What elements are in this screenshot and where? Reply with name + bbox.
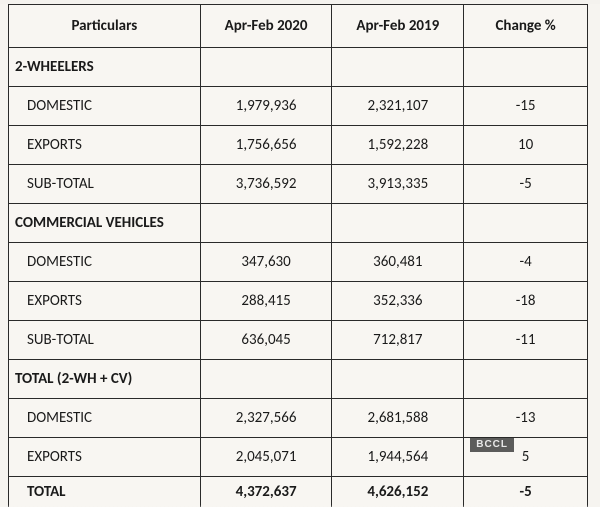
cell: 1,944,564: [332, 438, 464, 477]
cell: 1,979,936: [200, 87, 332, 126]
table-row: DOMESTIC 2,327,566 2,681,588 -13: [9, 399, 588, 438]
cell: 712,817: [332, 321, 464, 360]
cell: 360,481: [332, 243, 464, 282]
header-row: Particulars Apr-Feb 2020 Apr-Feb 2019 Ch…: [9, 5, 588, 48]
cell: 4,372,637: [200, 477, 332, 507]
cell: 288,415: [200, 282, 332, 321]
cell: 2,327,566: [200, 399, 332, 438]
table-row: DOMESTIC 1,979,936 2,321,107 -15: [9, 87, 588, 126]
table-row: EXPORTS 288,415 352,336 -18: [9, 282, 588, 321]
cell: -15: [464, 87, 588, 126]
watermark-bccl: BCCL: [470, 437, 514, 452]
section-title: TOTAL (2-WH + CV): [9, 360, 201, 399]
cell: -4: [464, 243, 588, 282]
col-apr-feb-2020: Apr-Feb 2020: [200, 5, 332, 48]
col-apr-feb-2019: Apr-Feb 2019: [332, 5, 464, 48]
cell: -18: [464, 282, 588, 321]
row-label: EXPORTS: [9, 126, 201, 165]
cell: 2,045,071: [200, 438, 332, 477]
section-total: TOTAL (2-WH + CV): [9, 360, 588, 399]
sales-table: Particulars Apr-Feb 2020 Apr-Feb 2019 Ch…: [8, 4, 588, 507]
table-row-total: TOTAL 4,372,637 4,626,152 -5: [9, 477, 588, 507]
row-label: SUB-TOTAL: [9, 165, 201, 204]
cell: 2,681,588: [332, 399, 464, 438]
cell: -11: [464, 321, 588, 360]
section-2wheelers: 2-WHEELERS: [9, 48, 588, 87]
section-title: COMMERCIAL VEHICLES: [9, 204, 201, 243]
row-label: DOMESTIC: [9, 243, 201, 282]
row-label: EXPORTS: [9, 438, 201, 477]
section-title: 2-WHEELERS: [9, 48, 201, 87]
row-label: TOTAL: [9, 477, 201, 507]
col-change-pct: Change %: [464, 5, 588, 48]
cell: 352,336: [332, 282, 464, 321]
table-row: SUB-TOTAL 3,736,592 3,913,335 -5: [9, 165, 588, 204]
table-row: EXPORTS 1,756,656 1,592,228 10: [9, 126, 588, 165]
table-row: DOMESTIC 347,630 360,481 -4: [9, 243, 588, 282]
row-label: DOMESTIC: [9, 399, 201, 438]
cell: 1,592,228: [332, 126, 464, 165]
cell: 3,913,335: [332, 165, 464, 204]
cell: 2,321,107: [332, 87, 464, 126]
cell: 1,756,656: [200, 126, 332, 165]
cell: -5: [464, 477, 588, 507]
cell: 636,045: [200, 321, 332, 360]
row-label: EXPORTS: [9, 282, 201, 321]
row-label: SUB-TOTAL: [9, 321, 201, 360]
page: Particulars Apr-Feb 2020 Apr-Feb 2019 Ch…: [0, 4, 600, 507]
table-row: SUB-TOTAL 636,045 712,817 -11: [9, 321, 588, 360]
cell: 10: [464, 126, 588, 165]
cell: 4,626,152: [332, 477, 464, 507]
cell: -13: [464, 399, 588, 438]
cell: 3,736,592: [200, 165, 332, 204]
row-label: DOMESTIC: [9, 87, 201, 126]
cell: -5: [464, 165, 588, 204]
cell: 347,630: [200, 243, 332, 282]
section-commercial: COMMERCIAL VEHICLES: [9, 204, 588, 243]
col-particulars: Particulars: [9, 5, 201, 48]
